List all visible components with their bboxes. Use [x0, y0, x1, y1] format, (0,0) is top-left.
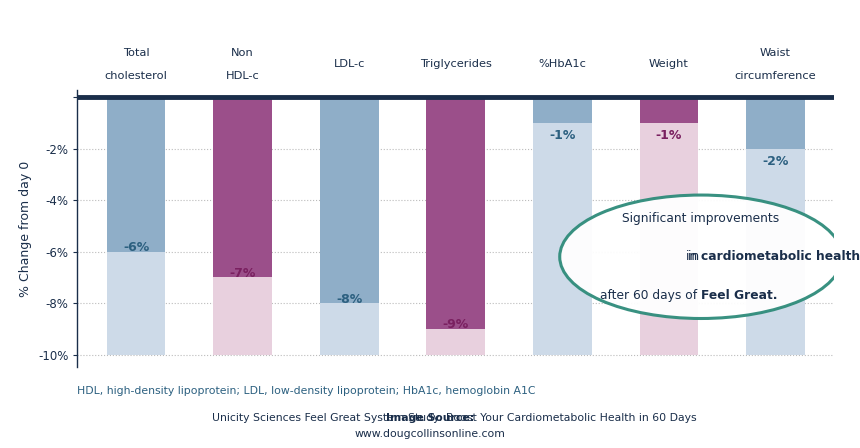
Bar	[320, 97, 378, 303]
Bar	[640, 97, 698, 123]
Text: Feel Great.: Feel Great.	[701, 289, 777, 302]
Text: cholesterol: cholesterol	[105, 71, 168, 81]
Text: -1%: -1%	[550, 129, 575, 142]
Bar	[427, 97, 485, 329]
Text: Unicity Sciences Feel Great System Study: Boost Your Cardiometabolic Health in 6: Unicity Sciences Feel Great System Study…	[163, 414, 697, 423]
Bar	[746, 97, 805, 354]
Bar	[213, 97, 272, 354]
Text: -1%: -1%	[656, 129, 682, 142]
Text: -7%: -7%	[230, 267, 255, 280]
Bar	[107, 97, 165, 252]
Text: -2%: -2%	[762, 155, 789, 168]
Text: -9%: -9%	[443, 319, 469, 332]
Text: -8%: -8%	[336, 293, 362, 306]
Text: Significant improvements: Significant improvements	[623, 212, 779, 225]
Text: Waist: Waist	[760, 48, 791, 58]
Text: Triglycerides: Triglycerides	[420, 60, 492, 69]
Text: Non: Non	[231, 48, 254, 58]
Text: Image Source:: Image Source:	[386, 414, 474, 423]
Text: after 60 days of: after 60 days of	[600, 289, 701, 302]
Text: in: in	[688, 250, 703, 263]
Bar	[107, 97, 165, 354]
Text: circumference: circumference	[734, 71, 816, 81]
Text: -6%: -6%	[123, 241, 149, 254]
Text: HDL-c: HDL-c	[225, 71, 260, 81]
Text: www.dougcollinsonline.com: www.dougcollinsonline.com	[354, 429, 506, 439]
Text: in: in	[686, 250, 701, 263]
Bar	[533, 97, 592, 354]
Text: LDL-c: LDL-c	[334, 60, 365, 69]
Bar	[746, 97, 805, 149]
Bar	[533, 97, 592, 123]
Text: HDL, high-density lipoprotein; LDL, low-density lipoprotein; HbA1c, hemoglobin A: HDL, high-density lipoprotein; LDL, low-…	[77, 387, 536, 396]
Bar	[213, 97, 272, 277]
Ellipse shape	[560, 195, 842, 319]
Bar	[320, 97, 378, 354]
Text: cardiometabolic health: cardiometabolic health	[701, 250, 860, 263]
Bar	[640, 97, 698, 354]
Text: Weight: Weight	[649, 60, 689, 69]
Text: Total: Total	[123, 48, 150, 58]
Bar	[427, 97, 485, 354]
Text: %HbA1c: %HbA1c	[538, 60, 587, 69]
Y-axis label: % Change from day 0: % Change from day 0	[20, 160, 33, 297]
